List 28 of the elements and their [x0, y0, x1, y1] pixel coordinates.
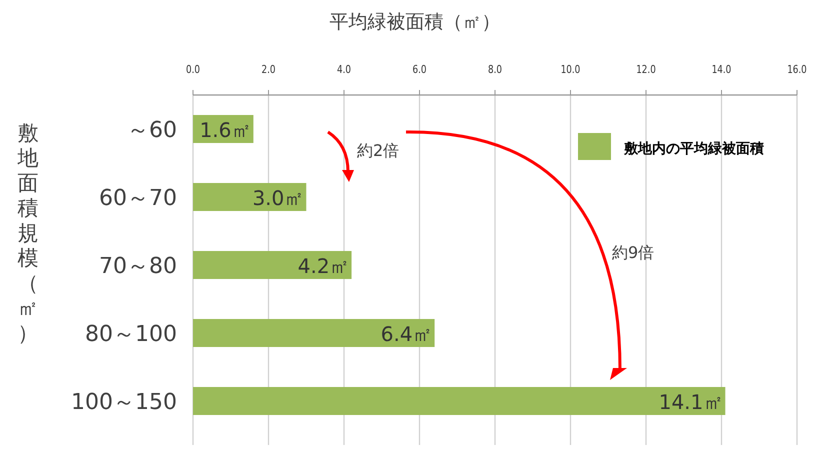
x-tick-label: 10.0: [560, 64, 580, 76]
bar: [193, 251, 352, 279]
y-tick-label: 70～80: [99, 254, 177, 279]
y-tick-label: 100～150: [71, 390, 177, 415]
y-tick-label: 80～100: [85, 322, 177, 347]
x-tick-label: 4.0: [337, 64, 351, 76]
x-tick-label: 2.0: [262, 64, 276, 76]
annotation: 約2倍: [357, 141, 400, 160]
data-label: 1.6㎡: [200, 118, 252, 142]
data-label: 6.4㎡: [380, 322, 433, 346]
x-axis-title: 平均緑被面積（㎡）: [330, 11, 500, 33]
data-label: 3.0㎡: [252, 186, 304, 210]
bar: [193, 319, 435, 347]
x-tick-label: 12.0: [636, 64, 656, 76]
legend-label: 敷地内の平均緑被面積: [623, 140, 764, 157]
data-label: 4.2㎡: [298, 254, 350, 278]
x-tick-label: 16.0: [787, 64, 807, 76]
y-tick-label: ～60: [127, 118, 177, 143]
x-tick-label: 14.0: [712, 64, 732, 76]
x-tick-label: 0.0: [186, 64, 200, 76]
x-tick-label: 6.0: [412, 64, 426, 76]
x-tick-label: 8.0: [488, 64, 502, 76]
data-label: 14.1㎡: [658, 390, 724, 414]
annotation: 約9倍: [612, 243, 654, 262]
y-tick-label: 60～70: [99, 186, 177, 211]
bar: [193, 387, 726, 415]
text: 敷地面積規模（㎡）: [18, 121, 38, 345]
bar: [193, 183, 306, 211]
